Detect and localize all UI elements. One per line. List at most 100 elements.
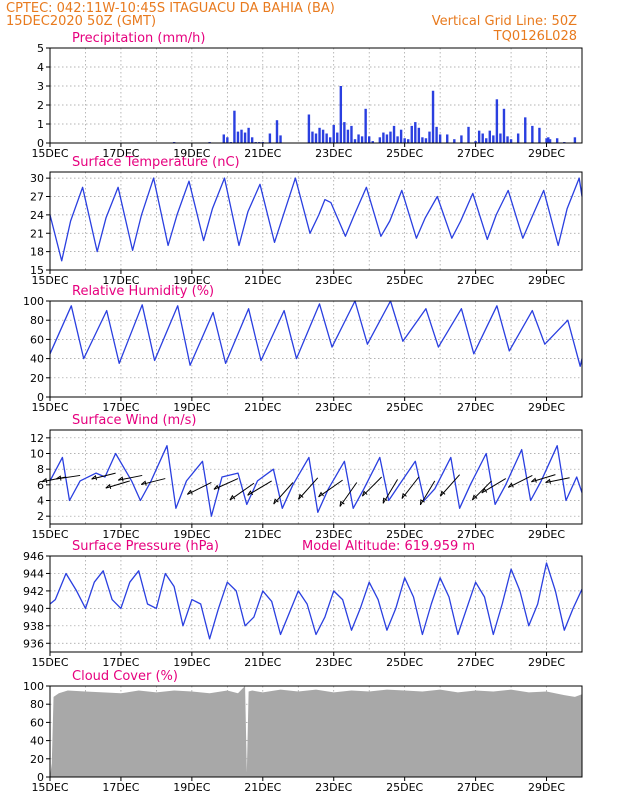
- y-tick-label: 27: [30, 191, 44, 204]
- precip-bar: [453, 139, 456, 143]
- y-tick-label: 6: [37, 479, 44, 492]
- x-tick-label: 15DEC: [31, 401, 68, 414]
- x-tick-label: 21DEC: [244, 401, 281, 414]
- precip-bar: [328, 137, 332, 143]
- precip-bar: [275, 120, 279, 143]
- precip-bar: [417, 127, 421, 143]
- precip-bar: [279, 135, 282, 143]
- y-tick-label: 5: [37, 42, 44, 55]
- x-tick-label: 27DEC: [457, 781, 494, 794]
- precip-bar: [392, 125, 396, 143]
- precip-bar: [247, 127, 250, 143]
- wind-arrow-head: [41, 477, 48, 484]
- precip-bar: [240, 129, 243, 143]
- x-tick-label: 19DEC: [173, 274, 210, 287]
- precip-bar: [268, 133, 272, 143]
- precip-bar: [545, 138, 548, 143]
- y-tick-label: 20: [30, 753, 44, 766]
- precip-bar: [481, 133, 484, 143]
- precip-bar: [403, 138, 406, 143]
- precip-bar: [428, 131, 431, 143]
- y-tick-label: 40: [30, 735, 44, 748]
- x-tick-label: 17DEC: [102, 147, 139, 160]
- y-tick-label: 3: [37, 80, 44, 93]
- x-tick-label: 17DEC: [102, 656, 139, 669]
- panel-cloud: 0 20 40 60 80 100 15DEC 17DEC 19DEC 21DEC 23DEC 25D…: [23, 669, 583, 794]
- panel-frame: [49, 555, 583, 653]
- y-tick-label: 944: [23, 567, 44, 580]
- x-tick-label: 29DEC: [528, 147, 565, 160]
- panel-frame: [49, 300, 583, 398]
- grid-note: Vertical Grid Line: 50Z: [432, 14, 577, 29]
- wind-arrow: [213, 478, 239, 490]
- x-tick-label: 19DEC: [173, 781, 210, 794]
- precip-bar: [531, 125, 534, 143]
- x-tick-label: 29DEC: [528, 401, 565, 414]
- y-tick-label: 0: [37, 771, 44, 784]
- wind-arrow-head: [186, 489, 193, 495]
- precip-bar: [318, 127, 321, 143]
- y-tick-label: 938: [23, 620, 44, 633]
- x-tick-label: 19DEC: [173, 401, 210, 414]
- x-tick-label: 29DEC: [528, 781, 565, 794]
- y-tick-label: 946: [23, 550, 44, 563]
- precip-bar: [396, 136, 399, 143]
- precip-bar: [421, 137, 424, 143]
- precip-bar: [314, 133, 318, 143]
- panel-frame: [49, 685, 583, 778]
- precip-bar: [371, 141, 374, 143]
- precip-bar: [233, 110, 236, 143]
- precip-bar: [364, 108, 367, 143]
- precip-bar: [414, 122, 417, 143]
- precip-bar: [547, 137, 550, 143]
- panel-title: Relative Humidity (%): [72, 284, 214, 299]
- y-tick-label: 18: [30, 246, 44, 259]
- wind-arrow-head: [401, 492, 407, 499]
- y-tick-label: 30: [30, 172, 44, 185]
- precip-bar: [438, 134, 442, 143]
- x-tick-label: 15DEC: [31, 781, 68, 794]
- x-tick-label: 25DEC: [386, 528, 423, 541]
- precip-bar: [424, 138, 428, 143]
- precip-bar: [339, 86, 343, 143]
- precip-bar: [499, 133, 502, 143]
- x-tick-label: 19DEC: [173, 147, 210, 160]
- precip-bar: [243, 132, 247, 143]
- y-tick-label: 80: [30, 314, 44, 327]
- rh-series-line: [49, 300, 583, 367]
- wind-arrow-head: [531, 477, 537, 483]
- wind-series-line: [49, 445, 583, 517]
- wind-arrow-head: [229, 494, 236, 501]
- wind-arrow-head: [439, 490, 446, 497]
- precip-bar: [346, 129, 350, 143]
- temp-series-line: [49, 177, 583, 262]
- x-tick-label: 21DEC: [244, 656, 281, 669]
- wind-arrow-head: [213, 484, 220, 490]
- y-tick-label: 21: [30, 227, 44, 240]
- x-tick-label: 17DEC: [102, 274, 139, 287]
- precip-bar: [399, 129, 403, 143]
- x-tick-label: 27DEC: [457, 147, 494, 160]
- x-tick-label: 21DEC: [244, 528, 281, 541]
- panel-title: Surface Wind (m/s): [72, 413, 196, 428]
- precip-bar: [368, 136, 371, 143]
- precip-bar: [446, 134, 449, 143]
- cloud-cover-area: [50, 686, 582, 777]
- wind-arrow-head: [318, 491, 324, 498]
- x-tick-label: 27DEC: [457, 401, 494, 414]
- precip-bar: [485, 138, 488, 143]
- precip-bar: [467, 126, 470, 143]
- press-series-line: [49, 562, 583, 640]
- precip-bar: [516, 133, 520, 143]
- wind-arrow-head: [105, 483, 112, 490]
- panel-frame: [49, 47, 583, 144]
- precip-bar: [343, 122, 346, 143]
- wind-arrow-head: [471, 494, 478, 501]
- precip-bar: [548, 139, 552, 143]
- wind-arrow-head: [273, 498, 279, 505]
- y-tick-label: 2: [37, 510, 44, 523]
- y-tick-label: 60: [30, 333, 44, 346]
- x-tick-label: 25DEC: [386, 274, 423, 287]
- precip-bar: [226, 137, 229, 143]
- x-tick-label: 19DEC: [173, 656, 210, 669]
